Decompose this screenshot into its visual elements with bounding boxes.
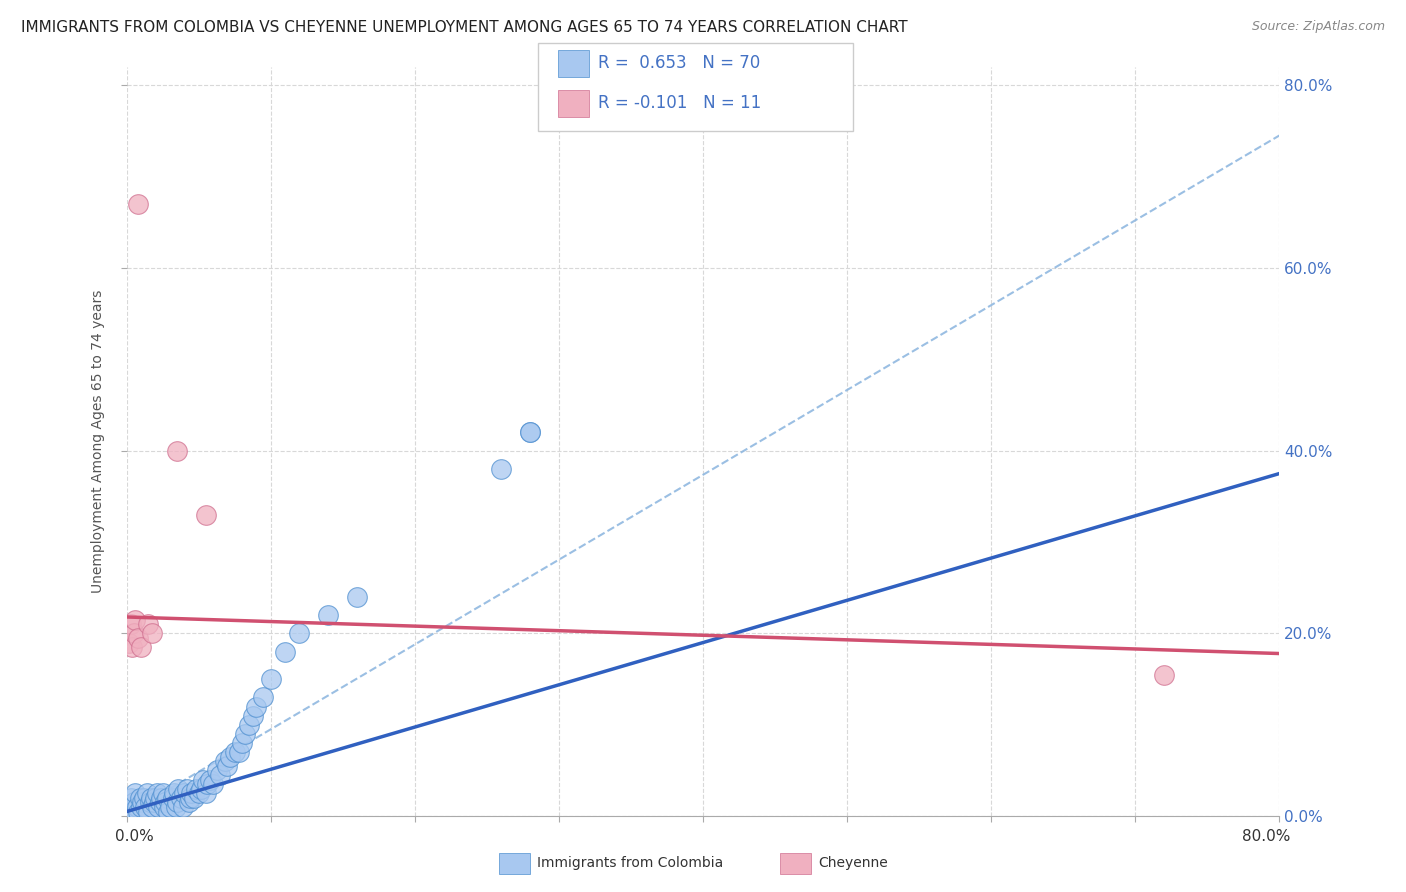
Point — [125, 800, 148, 814]
Point — [166, 796, 188, 810]
Point — [346, 590, 368, 604]
Point — [122, 626, 145, 640]
Point — [156, 791, 179, 805]
Text: Immigrants from Colombia: Immigrants from Colombia — [537, 856, 723, 871]
Point — [172, 800, 194, 814]
Point — [166, 443, 188, 458]
Point — [118, 635, 141, 649]
Point — [159, 800, 181, 814]
Point — [118, 800, 141, 814]
Point — [180, 786, 202, 800]
Point — [231, 736, 253, 750]
Point — [128, 791, 150, 805]
Point — [318, 608, 340, 623]
Point — [519, 425, 541, 440]
Point — [242, 708, 264, 723]
Point — [135, 786, 157, 800]
Point — [124, 613, 146, 627]
Point — [194, 786, 217, 800]
Point — [129, 640, 152, 654]
Point — [142, 796, 165, 810]
Point — [233, 727, 256, 741]
Point — [288, 626, 311, 640]
Point — [207, 764, 229, 778]
Point — [184, 781, 207, 796]
Point — [238, 718, 260, 732]
Point — [274, 645, 297, 659]
Point — [519, 425, 541, 440]
Point — [127, 805, 149, 819]
Point — [148, 800, 170, 814]
Point — [150, 791, 173, 805]
Point — [259, 672, 281, 686]
Point — [136, 805, 159, 819]
Point — [170, 791, 193, 805]
Y-axis label: Unemployment Among Ages 65 to 74 years: Unemployment Among Ages 65 to 74 years — [91, 290, 105, 593]
Point — [157, 805, 180, 819]
Point — [162, 791, 184, 805]
Point — [141, 800, 163, 814]
Point — [202, 777, 225, 791]
Point — [177, 796, 200, 810]
Point — [252, 690, 274, 705]
Point — [165, 800, 187, 814]
Point — [134, 800, 156, 814]
Point — [149, 796, 172, 810]
Point — [194, 508, 217, 522]
Point — [224, 745, 246, 759]
Point — [124, 786, 146, 800]
Point — [120, 617, 142, 632]
Point — [183, 791, 205, 805]
Point — [145, 791, 166, 805]
Point — [167, 781, 190, 796]
Point — [228, 745, 250, 759]
Point — [491, 462, 513, 476]
Point — [163, 786, 186, 800]
Text: R =  0.653   N = 70: R = 0.653 N = 70 — [598, 54, 759, 72]
Point — [131, 796, 153, 810]
Point — [127, 197, 149, 211]
Point — [136, 617, 159, 632]
Point — [198, 772, 221, 787]
Point — [1153, 667, 1175, 681]
Point — [121, 640, 143, 654]
Text: R = -0.101   N = 11: R = -0.101 N = 11 — [598, 95, 761, 112]
Point — [209, 768, 232, 782]
Point — [155, 796, 177, 810]
Point — [122, 796, 145, 810]
Point — [152, 786, 174, 800]
Point — [121, 805, 143, 819]
Point — [146, 786, 169, 800]
Text: Cheyenne: Cheyenne — [818, 856, 889, 871]
Point — [187, 786, 209, 800]
Point — [190, 781, 212, 796]
Point — [214, 755, 236, 769]
Text: 80.0%: 80.0% — [1243, 830, 1291, 844]
Point — [139, 791, 162, 805]
Point — [179, 791, 201, 805]
Point — [132, 791, 155, 805]
Point — [195, 777, 218, 791]
Point — [191, 772, 214, 787]
Point — [176, 781, 198, 796]
Point — [173, 786, 195, 800]
Point — [120, 791, 142, 805]
Text: 0.0%: 0.0% — [115, 830, 155, 844]
Point — [141, 626, 163, 640]
Point — [129, 800, 152, 814]
Point — [217, 759, 239, 773]
Point — [153, 800, 176, 814]
Text: IMMIGRANTS FROM COLOMBIA VS CHEYENNE UNEMPLOYMENT AMONG AGES 65 TO 74 YEARS CORR: IMMIGRANTS FROM COLOMBIA VS CHEYENNE UNE… — [21, 20, 908, 35]
Point — [127, 631, 149, 645]
Point — [245, 699, 267, 714]
Point — [138, 796, 160, 810]
Point — [219, 749, 242, 764]
Text: Source: ZipAtlas.com: Source: ZipAtlas.com — [1251, 20, 1385, 33]
